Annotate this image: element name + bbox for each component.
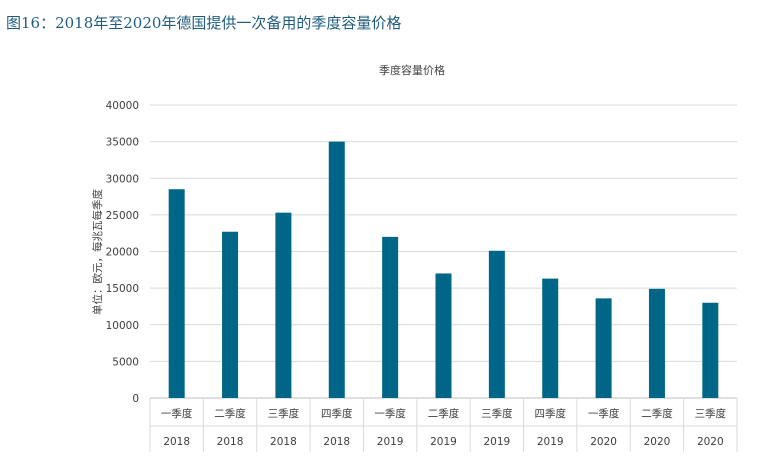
x-tick-label-year: 2019 bbox=[430, 436, 457, 448]
x-tick-label-quarter: 一季度 bbox=[374, 407, 406, 420]
x-axis: 一季度 2018 二季度 2018 三季度 2018 四季度 2018 一季度 2019 二季度 20… bbox=[149, 398, 738, 452]
x-tick-label-quarter: 二季度 bbox=[641, 407, 673, 420]
figure-caption: 图16：2018年至2020年德国提供一次备用的季度容量价格 bbox=[6, 14, 402, 32]
bar bbox=[435, 273, 452, 398]
y-tick-label: 10000 bbox=[106, 320, 139, 332]
x-tick-label-quarter: 四季度 bbox=[321, 407, 353, 420]
chart-title: 季度容量价格 bbox=[379, 63, 445, 77]
x-tick-label-quarter: 二季度 bbox=[214, 407, 246, 420]
bar bbox=[488, 250, 505, 398]
y-tick-label: 0 bbox=[132, 393, 139, 405]
x-tick-label-year: 2020 bbox=[590, 436, 617, 448]
bar bbox=[702, 302, 719, 398]
y-tick-label: 20000 bbox=[106, 247, 139, 259]
x-tick-label-quarter: 三季度 bbox=[695, 407, 727, 420]
bar bbox=[168, 189, 185, 398]
y-tick-label: 15000 bbox=[106, 283, 139, 295]
x-tick-label-quarter: 四季度 bbox=[534, 407, 566, 420]
bar bbox=[275, 212, 292, 398]
bar bbox=[382, 236, 399, 398]
y-tick-label: 35000 bbox=[106, 137, 139, 149]
y-tick-label: 30000 bbox=[106, 173, 139, 185]
x-tick-label-quarter: 三季度 bbox=[481, 407, 513, 420]
bar bbox=[542, 278, 559, 398]
bar bbox=[222, 231, 239, 398]
x-tick-label-year: 2019 bbox=[377, 436, 404, 448]
bars bbox=[168, 141, 719, 398]
y-tick-label: 40000 bbox=[106, 100, 139, 112]
bar bbox=[648, 288, 665, 398]
bar bbox=[595, 298, 612, 398]
y-tick-label: 5000 bbox=[112, 356, 139, 368]
x-tick-label-year: 2018 bbox=[270, 436, 297, 448]
x-tick-label-quarter: 一季度 bbox=[161, 407, 193, 420]
y-axis-label: 单位：欧元，每兆瓦每季度 bbox=[91, 189, 104, 315]
x-tick-label-year: 2018 bbox=[323, 436, 350, 448]
x-tick-label-year: 2019 bbox=[537, 436, 564, 448]
x-tick-label-year: 2018 bbox=[217, 436, 244, 448]
x-tick-label-year: 2020 bbox=[644, 436, 671, 448]
y-axis-ticks: 0 5000 10000 15000 20000 25000 30000 35000 40000 bbox=[106, 100, 139, 405]
x-tick-label-quarter: 三季度 bbox=[268, 407, 300, 420]
x-tick-label-year: 2018 bbox=[163, 436, 190, 448]
x-tick-label-quarter: 一季度 bbox=[588, 407, 620, 420]
bar bbox=[328, 141, 345, 398]
x-tick-label-year: 2020 bbox=[697, 436, 724, 448]
x-tick-label-quarter: 二季度 bbox=[428, 407, 460, 420]
x-tick-label-year: 2019 bbox=[483, 436, 510, 448]
y-tick-label: 25000 bbox=[106, 210, 139, 222]
